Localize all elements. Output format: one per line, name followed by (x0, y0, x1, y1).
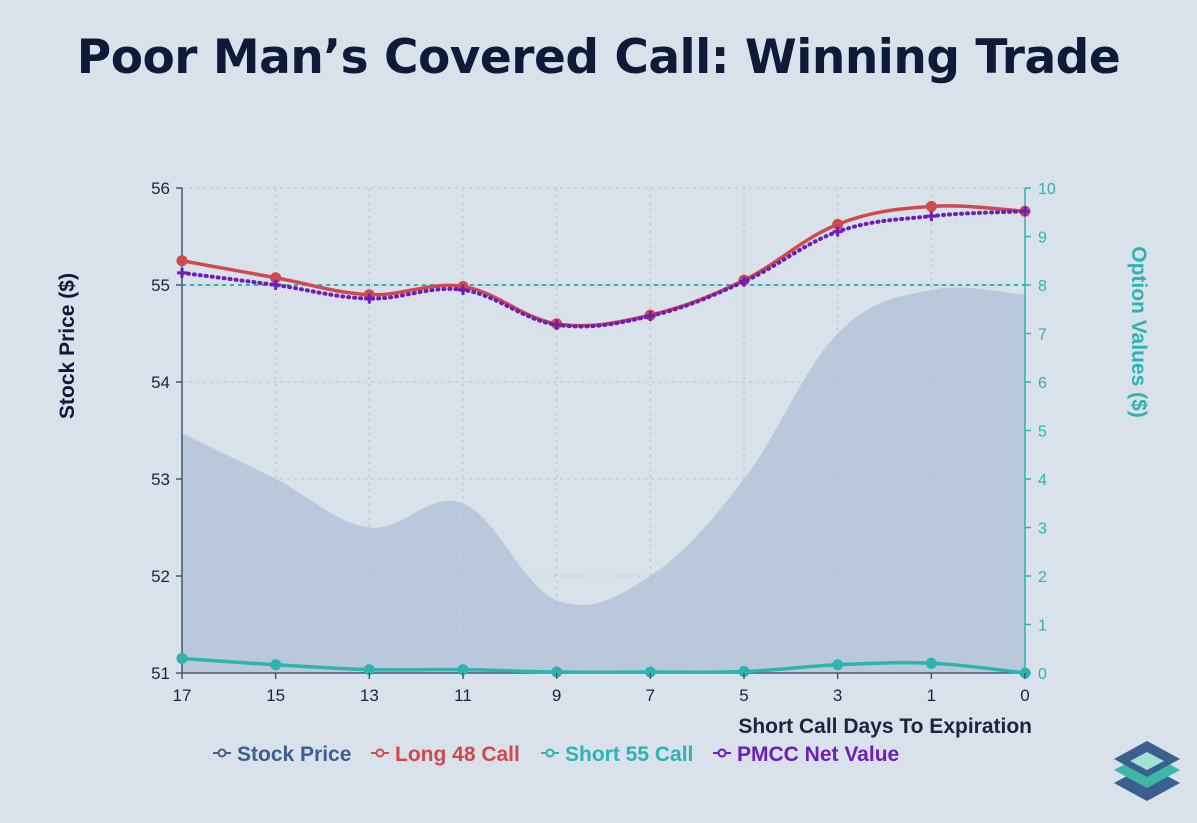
y-right-tick-label: 10 (1038, 181, 1056, 198)
legend-label-pmcc-net-value: PMCC Net Value (737, 743, 899, 766)
short-55-call-marker (738, 666, 750, 678)
y-left-tick-label: 51 (151, 664, 170, 683)
x-tick-label: 13 (360, 686, 379, 705)
legend: Stock Price Long 48 Call Short 55 Call PMCC… (213, 743, 899, 766)
y-left-tick-label: 56 (151, 179, 170, 198)
pmcc-net-value-marker (177, 267, 187, 278)
short-55-call-marker (363, 664, 375, 676)
legend-marker-pmcc-net-value (717, 748, 727, 758)
long-48-call-marker (176, 255, 188, 267)
y-right-tick-label: 9 (1038, 230, 1047, 247)
x-tick-label: 11 (454, 686, 472, 705)
long-48-call-marker (270, 272, 282, 284)
chart-title: Poor Man’s Covered Call: Winning Trade (76, 30, 1121, 85)
pmcc-net-value-marker (364, 293, 375, 304)
y-right-tick-label: 4 (1038, 472, 1047, 489)
y-axis-label-right: Option Values ($) (1127, 246, 1150, 418)
stock-price-area (182, 287, 1025, 673)
pmcc-net-value-line (180, 209, 1027, 329)
pmcc-net-value-marker (551, 319, 562, 330)
x-tick-label: 9 (552, 686, 561, 705)
stock-price-area-layer (182, 287, 1025, 673)
short-55-call-marker (832, 659, 844, 671)
legend-label-stock-price: Stock Price (237, 743, 351, 766)
y-left-tick-label: 55 (151, 276, 170, 295)
y-right-tick-label: 0 (1038, 666, 1047, 683)
y-right-tick-label: 1 (1038, 618, 1047, 635)
x-tick-label: 3 (833, 686, 842, 705)
short-55-call-marker (925, 657, 937, 669)
long-48-call-line (180, 204, 1027, 328)
short-55-call-marker (176, 652, 188, 664)
y-right-tick-label: 8 (1038, 278, 1047, 295)
legend-marker-long-48-call (375, 748, 385, 758)
y-left-tick-label: 52 (151, 567, 170, 586)
y-right-tick-label: 6 (1038, 375, 1047, 392)
y-left-tick-label: 54 (151, 373, 170, 392)
y-right-tick-label: 5 (1038, 424, 1047, 441)
x-tick-label: 7 (646, 686, 655, 705)
short-55-call-marker (457, 664, 469, 676)
legend-label-long-48-call: Long 48 Call (395, 743, 520, 766)
pmcc-net-value-marker (1020, 206, 1030, 217)
y-left-tick-label: 53 (151, 470, 170, 489)
pmcc-net-value-marker (926, 211, 937, 222)
legend-marker-stock-price (217, 748, 227, 758)
short-55-call-line (180, 656, 1027, 675)
pmcc-net-value-marker (645, 311, 656, 322)
long-48-call-marker (832, 218, 844, 230)
y-right-tick-label: 7 (1038, 327, 1047, 344)
x-tick-label: 1 (927, 686, 936, 705)
short-55-call-marker (270, 659, 282, 671)
pmcc-net-value-marker (458, 284, 468, 295)
x-tick-label: 5 (739, 686, 748, 705)
short-55-call-marker (551, 666, 563, 678)
long-48-call-marker (925, 200, 937, 212)
x-tick-label: 17 (173, 686, 192, 705)
legend-marker-short-55-call (545, 748, 555, 758)
pmcc-net-value-marker (832, 226, 843, 237)
series-lines-layer (176, 200, 1031, 679)
x-tick-label: 15 (266, 686, 285, 705)
y-right-tick-label: 2 (1038, 569, 1047, 586)
y-axis-label-left: Stock Price ($) (56, 273, 79, 419)
brand-logo (1114, 741, 1180, 801)
x-axis-label: Short Call Days To Expiration (738, 715, 1032, 738)
short-55-call-marker (644, 666, 656, 678)
pmcc-net-value-marker (739, 276, 749, 287)
x-tick-label: 0 (1020, 686, 1029, 705)
pmcc-net-value-marker (270, 280, 281, 290)
y-right-tick-label: 3 (1038, 521, 1047, 538)
legend-label-short-55-call: Short 55 Call (565, 743, 693, 766)
